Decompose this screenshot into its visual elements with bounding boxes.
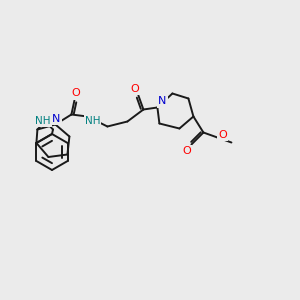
Text: O: O <box>130 83 139 94</box>
Text: O: O <box>71 88 80 98</box>
Text: O: O <box>218 130 227 140</box>
Text: NH: NH <box>35 116 51 125</box>
Text: O: O <box>182 146 191 157</box>
Text: NH: NH <box>85 116 100 127</box>
Text: N: N <box>52 113 61 124</box>
Text: N: N <box>158 97 166 106</box>
